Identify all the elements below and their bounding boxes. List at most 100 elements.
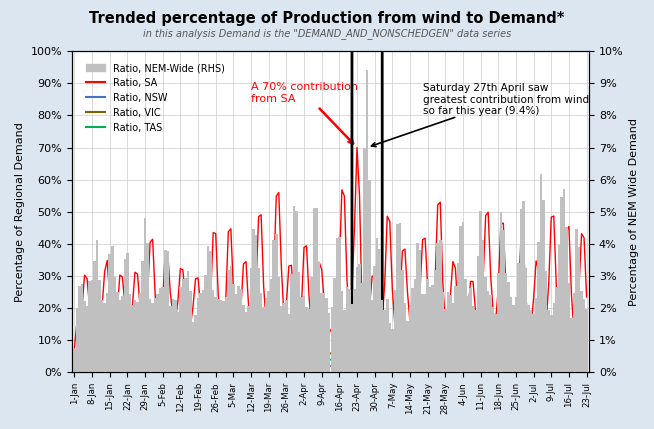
Bar	[333, 278, 336, 372]
Bar	[502, 230, 505, 372]
Bar	[308, 309, 310, 372]
Bar	[267, 291, 270, 372]
Bar	[373, 266, 376, 372]
Bar	[512, 305, 515, 372]
Bar	[192, 322, 194, 372]
Bar	[542, 200, 545, 372]
Bar	[520, 208, 523, 372]
Bar	[396, 224, 399, 372]
Bar	[351, 304, 353, 372]
Bar	[436, 243, 439, 372]
Bar	[562, 189, 565, 372]
Bar	[285, 300, 288, 372]
Bar	[242, 305, 245, 372]
Bar	[159, 288, 162, 372]
Bar	[570, 318, 573, 372]
Bar	[131, 305, 133, 372]
Bar	[290, 274, 292, 372]
Bar	[224, 297, 227, 372]
Bar	[106, 293, 109, 372]
Bar	[560, 197, 562, 372]
Bar	[404, 303, 406, 372]
Bar	[194, 315, 197, 372]
Bar	[275, 234, 277, 372]
Bar	[538, 242, 540, 372]
Bar	[489, 295, 492, 372]
Bar	[280, 306, 283, 372]
Bar	[361, 283, 364, 372]
Bar	[394, 290, 396, 372]
Bar	[121, 296, 124, 372]
Bar	[391, 329, 394, 372]
Bar	[162, 287, 164, 372]
Bar	[167, 251, 169, 372]
Bar	[406, 321, 409, 372]
Bar	[141, 261, 144, 372]
Bar	[386, 299, 388, 372]
Bar	[313, 208, 315, 372]
Bar	[164, 251, 167, 372]
Bar	[388, 323, 391, 372]
Bar	[399, 224, 401, 372]
Bar	[487, 290, 489, 372]
Bar	[434, 269, 436, 372]
Bar	[169, 306, 171, 372]
Bar	[101, 300, 103, 372]
Bar	[305, 307, 308, 372]
Bar	[568, 283, 570, 372]
Bar	[409, 305, 411, 372]
Bar	[492, 307, 494, 372]
Bar	[507, 282, 509, 372]
Bar	[124, 259, 126, 372]
Bar	[454, 287, 456, 372]
Bar	[237, 286, 239, 372]
Bar	[383, 310, 386, 372]
Bar	[577, 247, 580, 372]
Bar	[328, 313, 330, 372]
Bar	[320, 293, 323, 372]
Bar	[348, 289, 351, 372]
Text: in this analysis Demand is the "DEMAND_AND_NONSCHEDGEN" data series: in this analysis Demand is the "DEMAND_A…	[143, 28, 511, 39]
Bar	[485, 277, 487, 372]
Bar	[343, 311, 345, 372]
Bar	[262, 307, 265, 372]
Bar	[204, 275, 207, 372]
Bar	[497, 273, 500, 372]
Bar	[136, 302, 139, 372]
Bar	[83, 301, 86, 372]
Bar	[86, 306, 88, 372]
Bar	[78, 286, 80, 372]
Bar	[459, 227, 462, 372]
Bar	[376, 238, 379, 372]
Bar	[479, 211, 482, 372]
Bar	[298, 272, 300, 372]
Bar	[209, 251, 212, 372]
Bar	[257, 268, 260, 372]
Bar	[439, 240, 441, 372]
Bar	[540, 174, 542, 372]
Text: Trended percentage of Production from wind to Demand*: Trended percentage of Production from wi…	[89, 11, 565, 26]
Bar	[310, 277, 313, 372]
Bar	[345, 287, 348, 372]
Bar	[462, 222, 464, 372]
Bar	[545, 272, 547, 372]
Bar	[295, 211, 298, 372]
Y-axis label: Percentage of Regional Demand: Percentage of Regional Demand	[15, 122, 25, 302]
Bar	[98, 280, 101, 372]
Bar	[154, 298, 156, 372]
Bar	[303, 296, 305, 372]
Bar	[576, 229, 577, 372]
Bar	[217, 299, 220, 372]
Bar	[535, 298, 538, 372]
Bar	[432, 285, 434, 372]
Bar	[111, 246, 114, 372]
Bar	[381, 300, 383, 372]
Bar	[235, 294, 237, 372]
Bar	[270, 279, 273, 372]
Bar	[109, 254, 111, 372]
Bar	[315, 208, 318, 372]
Bar	[252, 229, 255, 372]
Text: Saturday 27th April saw
greatest contribution from wind
so far this year (9.4%): Saturday 27th April saw greatest contrib…	[371, 83, 589, 147]
Bar	[126, 253, 129, 372]
Bar	[326, 298, 328, 372]
